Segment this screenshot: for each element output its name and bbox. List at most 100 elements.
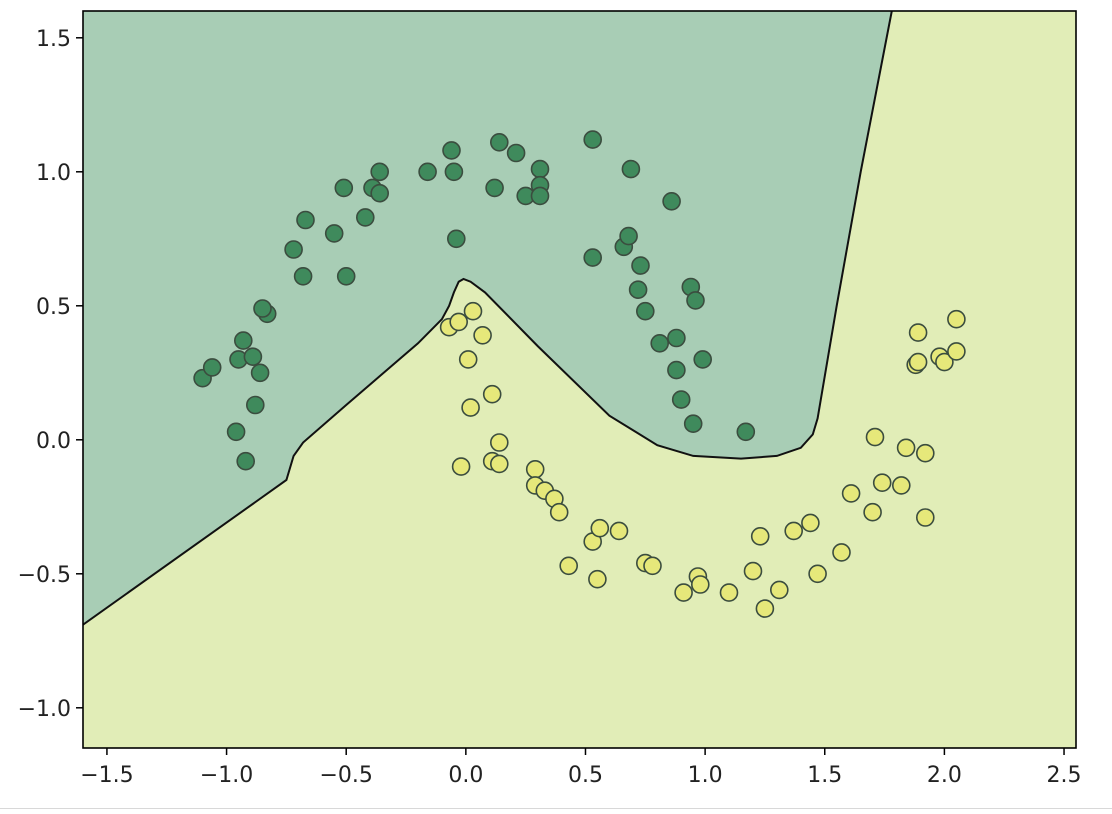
data-point-class-1 [872,473,892,493]
data-point-class-0 [253,299,272,318]
data-point-class-0 [418,162,437,182]
data-point-class-1 [915,508,935,527]
data-point-class-0 [444,162,464,182]
data-point-class-1 [461,398,480,417]
y-axis: 1.5 1.0 0.5 0.0 −0.5 −1.0 [18,27,83,722]
data-point-class-1 [863,502,882,522]
data-point-class-0 [246,395,265,415]
data-point-class-0 [324,224,344,243]
x-tick-label: −1.0 [200,763,253,788]
data-point-class-1 [755,599,775,618]
data-point-class-1 [947,309,966,329]
data-point-class-1 [451,457,471,476]
data-point-class-1 [690,575,710,594]
data-point-class-1 [801,513,820,533]
data-point-class-0 [662,192,681,211]
data-point-class-0 [631,256,650,275]
data-point-class-0 [446,229,466,249]
data-point-class-1 [674,583,693,602]
data-point-class-0 [621,159,641,179]
data-point-class-1 [784,521,804,541]
data-point-class-1 [549,502,569,522]
data-point-class-0 [296,210,315,230]
x-tick-label: −1.5 [80,763,133,788]
data-point-class-1 [891,476,911,495]
x-tick-label: 2.5 [1047,763,1082,788]
x-tick-label: 1.5 [807,763,842,788]
data-point-class-1 [489,454,509,474]
data-point-class-1 [489,433,509,452]
data-point-class-0 [635,301,655,321]
data-point-class-1 [559,556,579,576]
data-point-class-1 [935,352,954,372]
data-point-class-0 [293,266,313,286]
y-tick-label: −1.0 [18,697,71,722]
data-point-class-0 [683,414,703,434]
data-point-class-0 [442,141,461,160]
data-point-class-0 [234,331,253,350]
x-axis: −1.5 −1.0 −0.5 0.0 0.5 1.0 1.5 2.0 2.5 [80,748,1082,788]
x-tick-label: 0.5 [568,763,603,788]
data-point-class-0 [583,248,603,267]
data-points [193,130,966,618]
data-point-class-1 [743,561,763,581]
data-point-class-0 [693,350,713,369]
data-point-class-1 [908,323,928,342]
data-point-class-0 [686,291,705,310]
data-point-class-1 [947,342,966,361]
data-point-class-0 [650,333,670,353]
data-point-class-1 [832,543,851,562]
data-point-class-0 [489,133,509,152]
data-point-class-0 [202,358,222,377]
data-point-class-1 [463,301,483,321]
y-tick-label: 0.5 [36,295,71,320]
data-point-class-1 [643,556,662,576]
y-tick-label: 1.0 [36,161,71,186]
data-point-class-1 [915,443,935,463]
data-point-class-1 [896,438,916,458]
y-tick-label: −0.5 [18,563,71,588]
data-point-class-0 [530,186,550,206]
data-point-class-1 [719,583,739,602]
y-tick-label: 0.0 [36,429,71,454]
data-point-class-1 [750,526,770,546]
data-point-class-1 [482,384,502,404]
data-point-class-1 [449,312,469,332]
plot-area-frame [82,10,1077,749]
data-point-class-1 [841,484,861,503]
data-point-class-1 [808,564,827,584]
data-point-class-1 [769,580,789,600]
data-point-class-0 [226,422,246,442]
data-point-class-0 [284,240,303,259]
data-point-class-1 [609,521,629,541]
data-point-class-0 [355,208,375,227]
data-point-class-1 [588,569,607,589]
data-point-class-0 [336,266,356,286]
decision-boundary [83,11,893,626]
data-point-class-0 [236,451,255,471]
data-point-class-0 [619,226,638,246]
data-point-class-0 [583,130,603,149]
data-point-class-1 [473,325,492,345]
data-point-class-0 [250,363,270,383]
data-point-class-1 [590,518,610,538]
data-point-class-1 [908,352,928,372]
data-point-class-1 [458,350,478,369]
x-tick-label: −0.5 [319,763,372,788]
data-point-class-0 [370,183,390,203]
x-tick-label: 0.0 [448,763,483,788]
data-point-class-0 [370,162,390,182]
data-point-class-0 [667,328,686,348]
data-point-class-0 [736,422,756,442]
data-point-class-1 [525,459,545,479]
x-tick-label: 1.0 [688,763,723,788]
decision-region-class-0 [83,11,892,625]
data-point-class-0 [506,143,526,163]
data-point-class-0 [530,159,550,179]
y-tick-label: 1.5 [36,27,71,52]
bottom-divider [0,808,1112,809]
data-point-class-1 [865,427,885,447]
data-point-class-0 [671,390,691,409]
data-point-class-0 [667,360,686,380]
